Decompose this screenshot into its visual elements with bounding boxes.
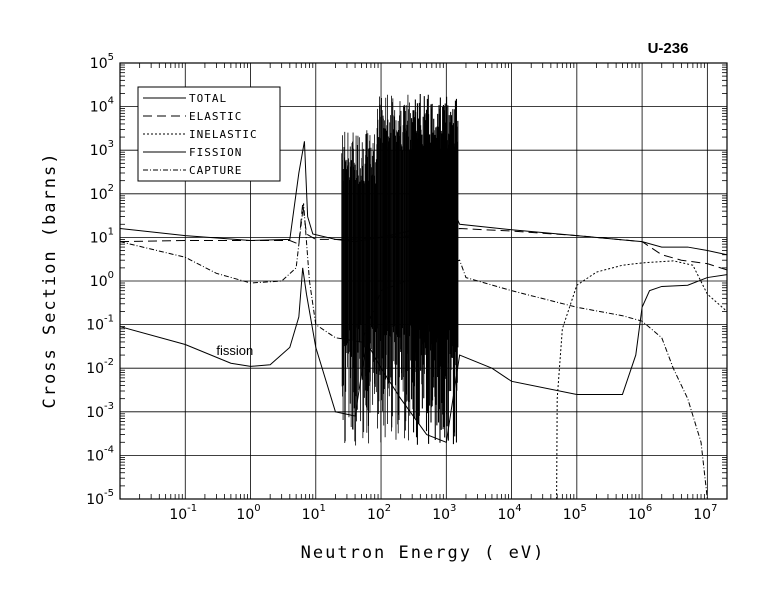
y-tick-label: 10-5: [86, 488, 114, 508]
x-tick-label: 102: [367, 503, 391, 523]
chart-title: U-236: [648, 40, 689, 57]
x-tick-label: 100: [236, 503, 260, 523]
legend-label-total: TOTAL: [189, 92, 227, 105]
resonance-spikes: [341, 94, 459, 446]
y-tick-label: 102: [90, 183, 114, 203]
x-axis-label: Neutron Energy ( eV): [301, 543, 546, 563]
y-tick-label: 10-2: [86, 357, 114, 377]
y-axis-ticks: 10-5 10-4 10-3 10-2 10-1 100 101 102 103 104 105: [86, 52, 727, 508]
x-tick-label: 106: [628, 503, 652, 523]
legend-label-elastic: ELASTIC: [189, 110, 242, 123]
legend-label-fission: FISSION: [189, 146, 242, 159]
x-tick-label: 103: [432, 503, 456, 523]
series-line-inelastic: [556, 260, 727, 499]
y-axis-label: Cross Section (barns): [40, 152, 60, 409]
y-tick-label: 10-3: [86, 401, 114, 421]
x-tick-label: 101: [302, 503, 326, 523]
x-tick-label: 105: [563, 503, 587, 523]
x-axis-ticks: 10-1 100 101 102 103 104 105 106 107: [139, 63, 728, 523]
legend: TOTAL ELASTIC INELASTIC FISSION CAPTURE: [137, 86, 281, 182]
fission-annotation: fission: [216, 343, 253, 358]
y-tick-label: 10-4: [86, 444, 114, 464]
x-tick-label: 104: [497, 503, 521, 523]
x-tick-label: 107: [693, 503, 717, 523]
x-tick-label: 10-1: [169, 503, 197, 523]
y-tick-label: 101: [90, 226, 114, 246]
y-tick-label: 105: [90, 52, 114, 72]
series-line-fission: [120, 267, 727, 443]
data-series: [120, 94, 727, 499]
y-tick-label: 104: [90, 96, 114, 116]
y-tick-label: 103: [90, 139, 114, 159]
plot-frame: [119, 62, 728, 500]
y-tick-label: 10-1: [86, 314, 114, 334]
legend-box: [137, 86, 281, 182]
legend-label-inelastic: INELASTIC: [189, 128, 258, 141]
legend-label-capture: CAPTURE: [189, 164, 242, 177]
y-tick-label: 100: [90, 270, 114, 290]
series-line-capture: [120, 203, 708, 499]
